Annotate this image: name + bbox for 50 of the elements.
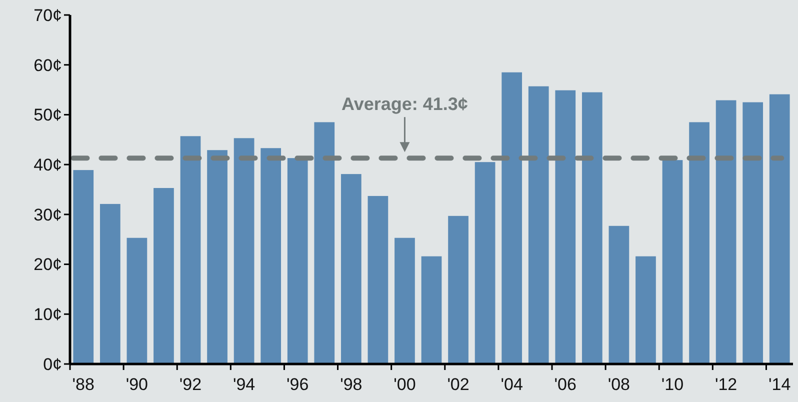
bar: [234, 138, 254, 364]
y-tick-label: 70¢: [34, 6, 62, 25]
x-tick-label: '96: [286, 375, 309, 394]
bar: [742, 102, 764, 364]
x-tick-label: '14: [768, 375, 791, 394]
bar: [180, 136, 201, 364]
bar: [126, 238, 148, 364]
y-tick-label: 60¢: [34, 56, 62, 75]
bar: [340, 174, 362, 364]
x-tick-label: '00: [394, 375, 416, 394]
bar: [260, 148, 282, 364]
x-tick-label: '04: [500, 375, 523, 394]
y-tick-label: 20¢: [34, 255, 62, 274]
x-tick-label: '02: [447, 375, 470, 394]
y-tick-label: 40¢: [34, 156, 62, 175]
x-tick-label: '98: [340, 375, 362, 394]
bar: [368, 196, 388, 364]
bar: [769, 94, 790, 364]
x-tick-label: '90: [126, 375, 148, 394]
bar: [636, 256, 656, 364]
bar: [608, 226, 630, 364]
bar: [662, 160, 683, 364]
bar: [154, 188, 174, 364]
x-tick-label: '06: [554, 375, 576, 394]
bar: [716, 100, 736, 364]
bar: [555, 90, 576, 364]
bar: [502, 72, 522, 364]
bar: [689, 122, 710, 364]
x-tick-label: '92: [179, 375, 202, 394]
y-tick-label: 0¢: [43, 354, 62, 374]
bar: [207, 150, 228, 364]
bar: [100, 204, 120, 364]
bar: [73, 170, 94, 364]
y-tick-label: 30¢: [34, 205, 62, 224]
x-tick-label: '10: [661, 375, 684, 394]
bar: [528, 86, 549, 364]
bar: [314, 122, 335, 364]
bar: [582, 92, 602, 364]
bar: [287, 158, 308, 364]
ref-line-label: Average: 41.3¢: [342, 94, 468, 114]
bar: [421, 256, 442, 364]
x-tick-label: '12: [714, 375, 738, 394]
x-tick-label: '94: [232, 375, 256, 394]
x-tick-label: '88: [72, 375, 94, 394]
y-tick-label: 10¢: [34, 305, 62, 324]
x-tick-label: '08: [608, 375, 630, 394]
bar: [474, 162, 496, 364]
bar: [394, 238, 415, 364]
y-tick-label: 50¢: [34, 106, 62, 125]
bar: [448, 216, 468, 364]
